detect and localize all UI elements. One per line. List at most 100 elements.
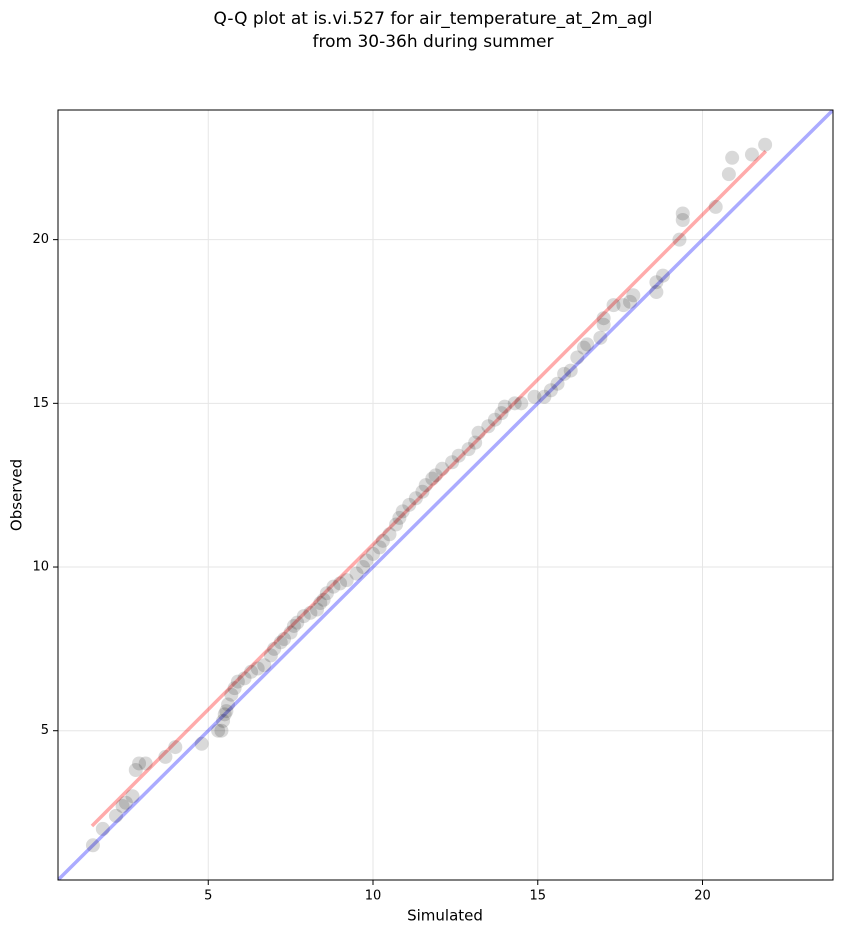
point [563, 363, 578, 378]
point [626, 288, 641, 303]
point [461, 442, 476, 457]
point [125, 789, 140, 804]
point [487, 412, 502, 427]
point [649, 285, 664, 300]
point [672, 232, 687, 247]
point [596, 311, 611, 326]
point [303, 605, 318, 620]
point [115, 799, 130, 814]
point [514, 396, 529, 411]
point [593, 330, 608, 345]
point [286, 618, 301, 633]
point [445, 455, 460, 470]
point [283, 625, 298, 640]
point [557, 366, 572, 381]
point [221, 697, 236, 712]
point [744, 147, 759, 162]
point [333, 576, 348, 591]
reference-line [58, 110, 833, 880]
point [349, 566, 364, 581]
y-tick-label: 5 [41, 723, 49, 738]
point [108, 808, 123, 823]
point [721, 167, 736, 182]
y-axis-label: Observed [8, 459, 26, 531]
point [95, 821, 110, 836]
point [428, 468, 443, 483]
point [219, 704, 234, 719]
point [132, 756, 147, 771]
y-tick-label: 10 [32, 560, 49, 575]
point [250, 661, 265, 676]
x-tick-label: 15 [529, 889, 546, 904]
point [623, 294, 638, 309]
point [118, 795, 133, 810]
point [319, 586, 334, 601]
point [415, 484, 430, 499]
point [543, 383, 558, 398]
x-tick-label: 5 [204, 889, 212, 904]
chart-subtitle: from 30-36h during summer [313, 32, 554, 52]
point [326, 579, 341, 594]
point [570, 350, 585, 365]
y-tick-label: 15 [32, 396, 49, 411]
point [435, 461, 450, 476]
point [158, 749, 173, 764]
point [263, 648, 278, 663]
x-axis-label: Simulated [407, 907, 483, 925]
point [244, 664, 259, 679]
point [214, 723, 229, 738]
point [471, 425, 486, 440]
point [316, 592, 331, 607]
point [408, 491, 423, 506]
point [339, 573, 354, 588]
point [389, 517, 404, 532]
point [356, 560, 371, 575]
point [708, 199, 723, 214]
point [216, 713, 231, 728]
point [372, 540, 387, 555]
point [194, 736, 209, 751]
point [395, 504, 410, 519]
point [382, 527, 397, 542]
point [85, 838, 100, 853]
point [267, 641, 282, 656]
point [138, 756, 153, 771]
point [425, 471, 440, 486]
point [366, 546, 381, 561]
point [576, 340, 591, 355]
point [481, 419, 496, 434]
y-tick-label: 20 [32, 232, 49, 247]
point [375, 533, 390, 548]
plot-frame [57, 109, 834, 881]
point [468, 435, 483, 450]
x-tick-label: 20 [694, 889, 711, 904]
point [402, 497, 417, 512]
point [230, 674, 245, 689]
point [451, 448, 466, 463]
point [507, 396, 522, 411]
point [309, 602, 324, 617]
point [313, 596, 328, 611]
point [392, 510, 407, 525]
point [257, 658, 272, 673]
point [296, 609, 311, 624]
point [497, 399, 512, 414]
point [655, 268, 670, 283]
point [227, 681, 242, 696]
point [606, 298, 621, 313]
point [237, 671, 252, 686]
point [418, 478, 433, 493]
point [758, 137, 773, 152]
chart-title: Q-Q plot at is.vi.527 for air_temperatur… [213, 9, 652, 29]
point [211, 723, 226, 738]
point [675, 206, 690, 221]
point [616, 298, 631, 313]
point [527, 389, 542, 404]
point [128, 763, 143, 777]
point [580, 337, 595, 352]
x-tick-label: 10 [365, 889, 382, 904]
point [168, 740, 183, 755]
point [649, 275, 664, 290]
point [290, 615, 305, 630]
